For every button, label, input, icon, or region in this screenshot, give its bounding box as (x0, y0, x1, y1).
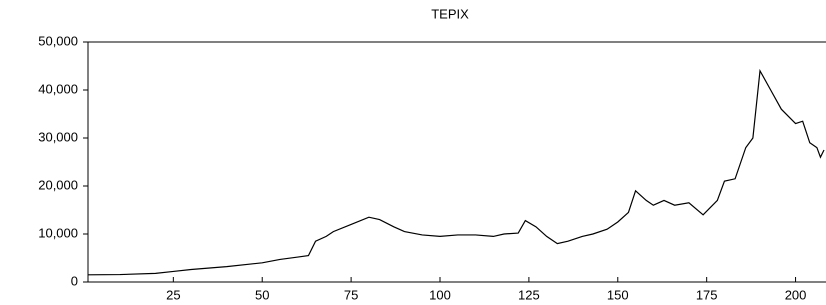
y-tick-label: 20,000 (38, 177, 78, 192)
x-tick-label: 200 (785, 287, 807, 302)
x-tick-label: 150 (607, 287, 629, 302)
x-tick-label: 25 (166, 287, 180, 302)
y-tick-label: 0 (71, 273, 78, 288)
chart: TEPIX 0 10,000 20,000 30,000 40,000 50,000 25 5… (0, 0, 826, 305)
x-tick-label: 125 (518, 287, 540, 302)
x-tick-label: 100 (429, 287, 451, 302)
x-tick-label: 50 (255, 287, 269, 302)
x-tick-label: 175 (696, 287, 718, 302)
y-tick-label: 40,000 (38, 81, 78, 96)
chart-title: TEPIX (431, 6, 469, 21)
y-tick-label: 30,000 (38, 129, 78, 144)
y-tick-label: 50,000 (38, 33, 78, 48)
data-line (88, 71, 824, 275)
x-tick-label: 75 (344, 287, 358, 302)
y-tick-label: 10,000 (38, 225, 78, 240)
